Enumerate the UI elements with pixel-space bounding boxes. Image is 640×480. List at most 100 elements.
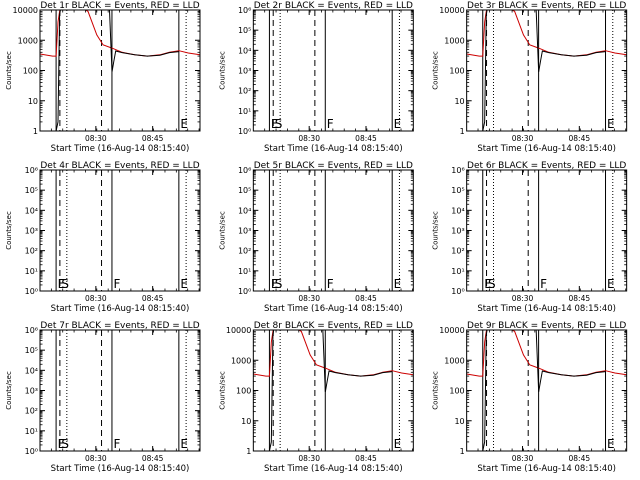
x-axis-label: Start Time (16-Aug-14 08:15:40): [477, 464, 616, 474]
y-tick-label: 1: [33, 127, 38, 136]
event-line-label: S: [61, 277, 69, 291]
chart-title: Det 9r BLACK = Events, RED = LLD: [467, 321, 626, 331]
y-tick-label: 10³: [238, 227, 251, 236]
chart-title: Det 4r BLACK = Events, RED = LLD: [40, 161, 199, 171]
x-axis-label: Start Time (16-Aug-14 08:15:40): [477, 144, 616, 154]
event-lines: [55, 170, 187, 291]
y-axis-label: Counts/sec: [218, 51, 226, 90]
event-lines: [482, 10, 614, 131]
x-tick-label: 08:30: [298, 134, 320, 143]
event-line-label: F: [540, 277, 547, 291]
x-tick-label: 08:45: [142, 294, 164, 303]
y-tick-label: 10²: [238, 87, 251, 96]
y-axis-label: Counts/sec: [432, 51, 440, 90]
chart-title: Det 1r BLACK = Events, RED = LLD: [40, 1, 199, 11]
x-tick-label: 08:45: [355, 134, 377, 143]
chart-title: Det 2r BLACK = Events, RED = LLD: [254, 1, 413, 11]
y-axis-label: Counts/sec: [5, 371, 13, 410]
events-series-line: [466, 10, 606, 131]
event-line-label: F: [327, 277, 334, 291]
x-axis-label: Start Time (16-Aug-14 08:15:40): [51, 304, 190, 314]
y-tick-label: 10⁵: [25, 186, 38, 195]
y-tick-label: 1000: [444, 356, 464, 365]
x-axis-label: Start Time (16-Aug-14 08:15:40): [264, 304, 403, 314]
event-lines: [55, 10, 187, 131]
event-line-label: F: [327, 117, 334, 131]
x-tick-label: 08:45: [569, 134, 591, 143]
y-tick-label: 10²: [25, 247, 38, 256]
plot-frame: [39, 169, 201, 292]
x-axis-label: Start Time (16-Aug-14 08:15:40): [264, 464, 403, 474]
y-tick-label: 10⁶: [238, 166, 251, 175]
plot-frame: [39, 9, 201, 132]
event-line-label: E: [180, 437, 188, 451]
event-line-label: S: [61, 437, 69, 451]
event-line-label: F: [113, 437, 120, 451]
y-tick-label: 10000: [13, 6, 38, 15]
y-tick-label: 10¹: [238, 107, 251, 116]
event-lines: [268, 170, 400, 291]
x-tick-label: 08:45: [142, 134, 164, 143]
y-tick-label: 10¹: [25, 267, 38, 276]
plot-frame: [466, 329, 628, 452]
y-tick-label: 10000: [439, 6, 464, 15]
x-tick-label: 08:45: [142, 454, 164, 463]
event-line-label: E: [394, 437, 402, 451]
event-line-label: E: [484, 277, 492, 291]
event-lines: [268, 330, 400, 451]
y-tick-label: 10⁶: [451, 166, 464, 175]
y-tick-label: 10⁶: [25, 326, 38, 335]
event-line-label: E: [394, 117, 402, 131]
y-tick-label: 10²: [451, 247, 464, 256]
event-line-label: E: [271, 117, 279, 131]
events-series-line: [40, 10, 179, 131]
event-line-label: E: [607, 277, 615, 291]
chart-panel-3: Det 3r BLACK = Events, RED = LLD E 1 10 100 1…: [432, 1, 628, 154]
y-tick-label: 10000: [226, 326, 251, 335]
y-tick-label: 10³: [451, 227, 464, 236]
y-axis-label: Counts/sec: [218, 371, 226, 410]
y-tick-label: 1: [460, 127, 465, 136]
chart-title: Det 8r BLACK = Events, RED = LLD: [254, 321, 413, 331]
y-tick-label: 10¹: [238, 267, 251, 276]
data-series: [253, 330, 414, 451]
y-tick-label: 1: [246, 447, 251, 456]
chart-title: Det 7r BLACK = Events, RED = LLD: [40, 321, 199, 331]
event-line-label: E: [271, 277, 279, 291]
y-tick-label: 10²: [238, 247, 251, 256]
event-line-label: E: [607, 117, 615, 131]
y-tick-label: 10⁴: [25, 366, 38, 375]
data-series: [40, 10, 200, 131]
chart-panel-1: Det 1r BLACK = Events, RED = LLD E 1 10 100 1…: [5, 1, 201, 154]
y-tick-label: 10⁰: [238, 287, 251, 296]
x-tick-label: 08:30: [512, 454, 534, 463]
y-tick-label: 10⁰: [25, 287, 38, 296]
y-axis-label: Counts/sec: [432, 211, 440, 250]
event-line-label: S: [275, 117, 283, 131]
y-tick-label: 10⁵: [451, 186, 464, 195]
x-axis-label: Start Time (16-Aug-14 08:15:40): [51, 144, 190, 154]
y-tick-label: 100: [449, 387, 464, 396]
y-axis-label: Counts/sec: [218, 211, 226, 250]
event-lines: [482, 170, 614, 291]
events-series-line: [253, 330, 393, 451]
y-axis-label: Counts/sec: [432, 371, 440, 410]
y-tick-label: 100: [23, 67, 38, 76]
y-tick-label: 10: [454, 417, 464, 426]
x-axis-label: Start Time (16-Aug-14 08:15:40): [477, 304, 616, 314]
y-tick-label: 10³: [238, 67, 251, 76]
x-tick-label: 08:30: [298, 294, 320, 303]
event-lines: [482, 330, 614, 451]
y-tick-label: 10: [454, 97, 464, 106]
x-axis-label: Start Time (16-Aug-14 08:15:40): [51, 464, 190, 474]
chart-title: Det 5r BLACK = Events, RED = LLD: [254, 161, 413, 171]
event-line-label: E: [394, 277, 402, 291]
y-tick-label: 10⁵: [238, 26, 251, 35]
plot-frame: [252, 329, 414, 452]
y-tick-label: 10: [28, 97, 38, 106]
y-axis-label: Counts/sec: [5, 211, 13, 250]
